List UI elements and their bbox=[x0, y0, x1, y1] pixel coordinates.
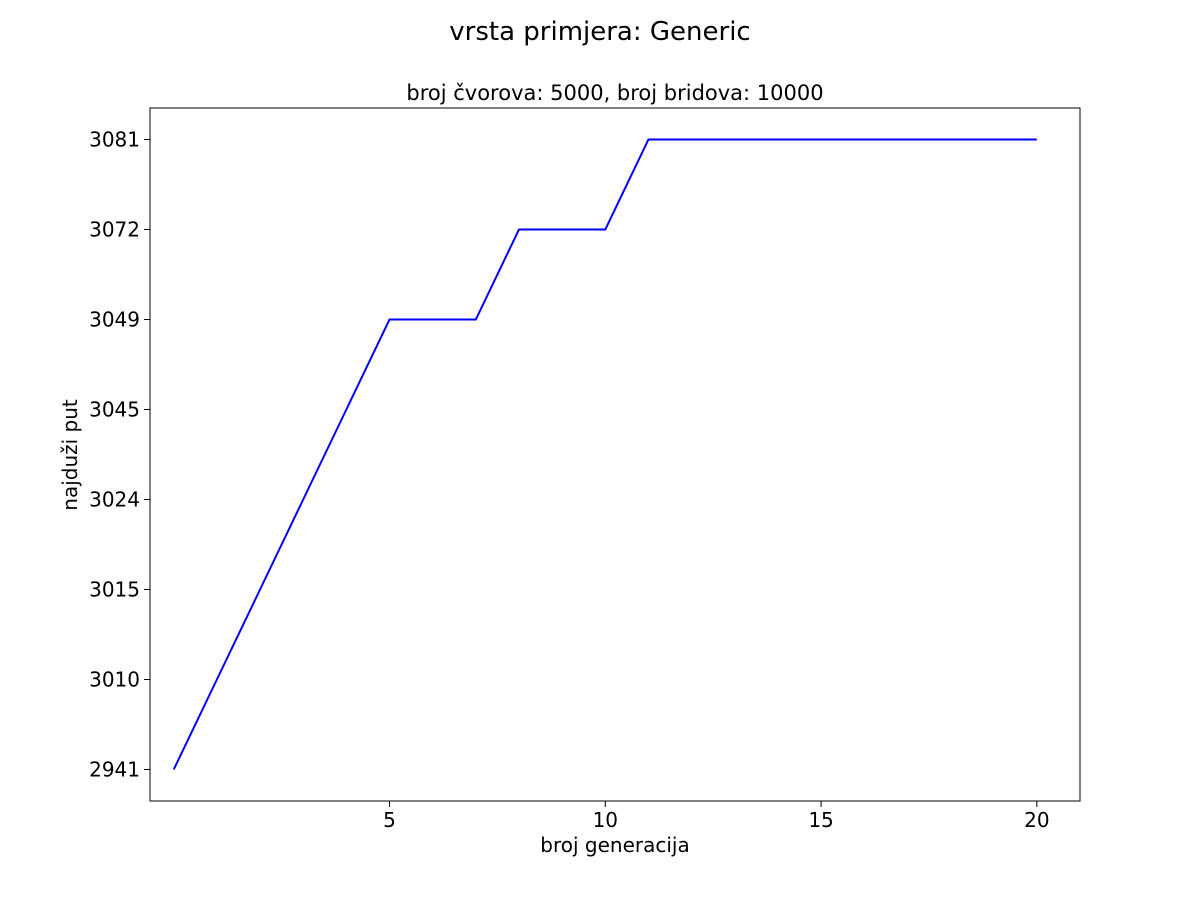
y-tick-label: 3049 bbox=[89, 308, 140, 332]
figure-suptitle: vrsta primjera: Generic bbox=[449, 17, 750, 47]
plot-area bbox=[149, 107, 1081, 802]
x-axis-ticks: 5 10 15 20 bbox=[383, 801, 1050, 832]
series-layer bbox=[172, 138, 1037, 770]
y-tick-label: 3024 bbox=[89, 488, 140, 512]
y-axis-ticks: 2941 3010 3015 3024 3045 3049 3072 3081 bbox=[89, 128, 150, 782]
y-tick-label: 3010 bbox=[89, 668, 140, 692]
y-axis-label: najduži put bbox=[58, 399, 82, 511]
series-line bbox=[172, 138, 1037, 770]
y-tick-label: 3015 bbox=[89, 578, 140, 602]
y-tick-label: 3045 bbox=[89, 398, 140, 422]
chart-title: broj čvorova: 5000, broj bridova: 10000 bbox=[406, 81, 823, 105]
y-tick-label: 3072 bbox=[89, 218, 140, 242]
y-tick-label: 3081 bbox=[89, 128, 140, 152]
x-axis-label: broj generacija bbox=[540, 833, 689, 857]
x-tick-label: 15 bbox=[808, 808, 833, 832]
x-tick-label: 5 bbox=[383, 808, 396, 832]
x-tick-label: 10 bbox=[593, 808, 618, 832]
x-tick-label: 20 bbox=[1024, 808, 1049, 832]
y-tick-label: 2941 bbox=[89, 758, 140, 782]
